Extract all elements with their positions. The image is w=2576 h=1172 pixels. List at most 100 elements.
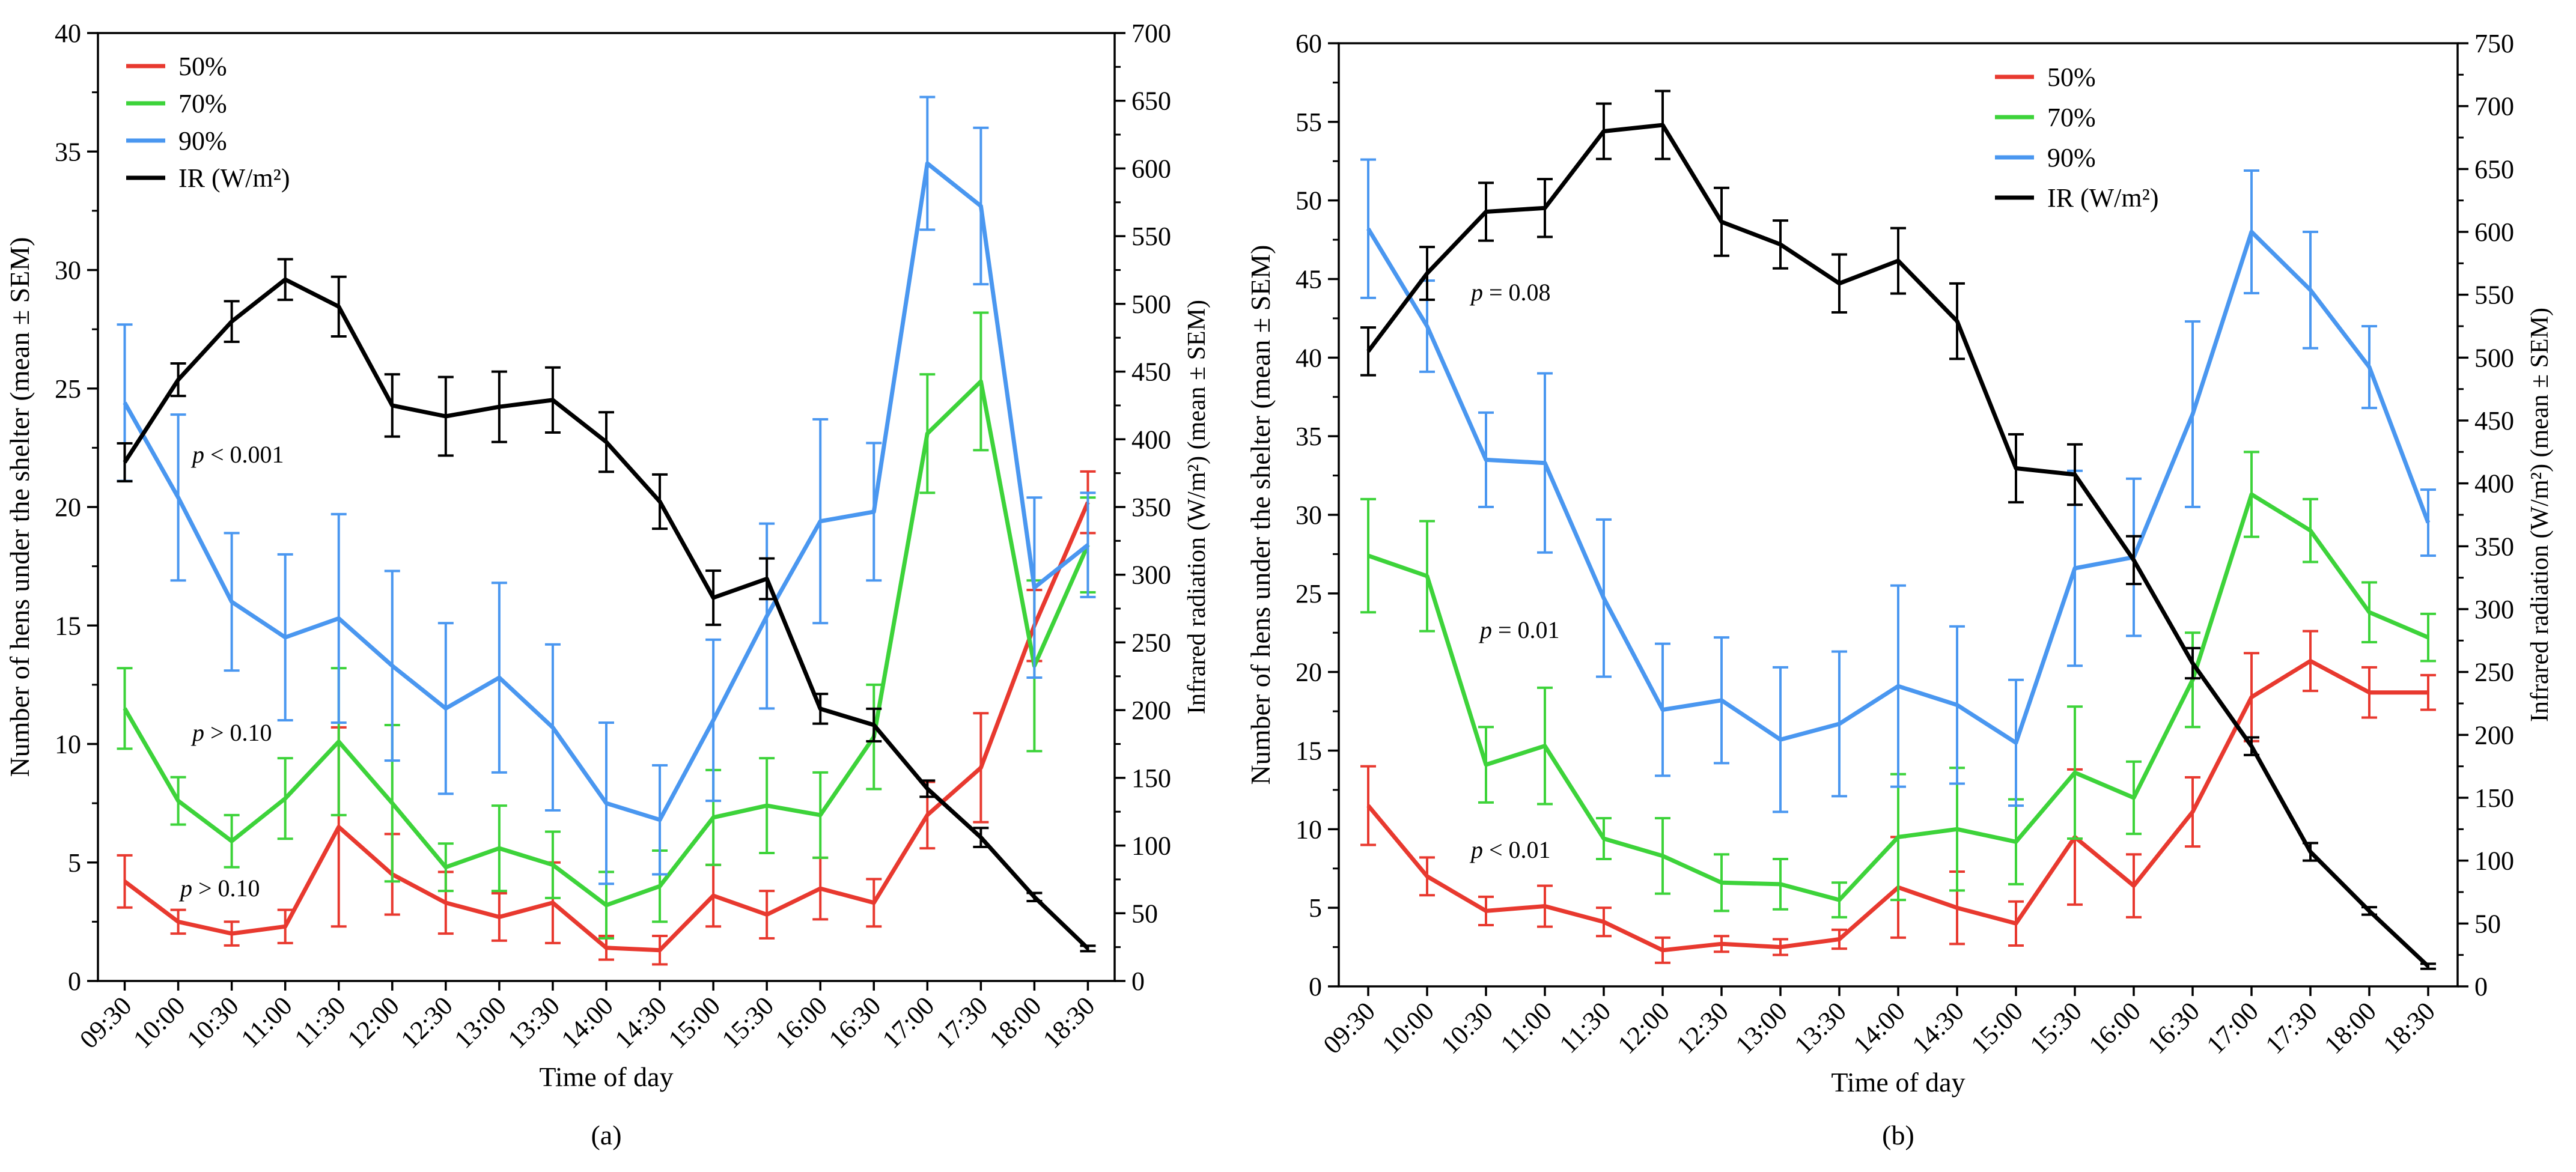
y-tick-label: 20 (1296, 658, 1322, 687)
data-point (1426, 575, 1428, 577)
data-point (498, 405, 501, 408)
data-point (1720, 881, 1723, 884)
data-point (766, 615, 768, 617)
data-point (124, 880, 126, 882)
data-point (1956, 906, 1958, 909)
data-point (2368, 691, 2370, 694)
data-point (926, 814, 928, 816)
data-point (2309, 289, 2312, 291)
y-tick-label: 25 (1296, 579, 1322, 609)
data-point (338, 305, 340, 308)
y-tick-label: 35 (55, 137, 81, 166)
y-tick-label: 5 (68, 848, 81, 878)
data-point (1544, 462, 1546, 464)
data-point (124, 461, 126, 464)
y-tick-label: 10 (55, 730, 81, 759)
data-point (926, 788, 928, 790)
y2-tick-label: 450 (2474, 406, 2514, 436)
data-point (124, 707, 126, 709)
data-point (1367, 554, 1369, 557)
data-point (766, 577, 768, 580)
x-axis-title: Time of day (1831, 1067, 1965, 1098)
legend-label-2: 90% (2047, 143, 2096, 172)
y2-tick-label: 100 (2474, 846, 2514, 876)
data-point (1367, 228, 1369, 230)
y-axis-title: Number of hens under the shelter (mean ±… (1245, 245, 1276, 785)
data-point (391, 802, 394, 804)
data-point (552, 902, 554, 904)
p-value-annotation: p = 0.08 (1469, 279, 1551, 306)
data-point (391, 404, 394, 407)
y-tick-label: 50 (1296, 186, 1322, 216)
data-point (2427, 691, 2429, 694)
data-point (445, 415, 447, 417)
data-point (552, 864, 554, 866)
data-point (1897, 685, 1899, 687)
data-point (284, 925, 287, 928)
data-point (2250, 231, 2253, 233)
data-point (1485, 909, 1487, 912)
data-point (712, 719, 714, 721)
data-point (2133, 559, 2135, 561)
data-point (659, 949, 661, 952)
p-value-annotation: p < 0.01 (1469, 836, 1551, 863)
data-point (1838, 723, 1841, 725)
y-tick-label: 0 (1309, 972, 1322, 1001)
p-value-annotation: p = 0.01 (1478, 616, 1560, 643)
data-point (979, 767, 982, 769)
y2-tick-label: 200 (2474, 720, 2514, 750)
y2-tick-label: 150 (1131, 764, 1171, 793)
data-point (2368, 366, 2370, 368)
data-point (712, 816, 714, 819)
data-point (819, 520, 821, 523)
data-point (2250, 745, 2253, 747)
data-point (445, 902, 447, 904)
data-point (1033, 586, 1035, 589)
legend-label-1: 70% (178, 89, 227, 118)
data-point (1956, 828, 1958, 830)
data-point (177, 378, 180, 381)
data-point (1086, 544, 1089, 546)
data-point (2133, 797, 2135, 799)
y-tick-label: 15 (55, 611, 81, 640)
data-point (2427, 521, 2429, 524)
data-point (1426, 272, 1428, 275)
data-point (712, 894, 714, 897)
data-point (445, 707, 447, 709)
y2-tick-label: 400 (1131, 425, 1171, 454)
y2-tick-label: 500 (1131, 290, 1171, 319)
y-tick-label: 5 (1309, 893, 1322, 923)
data-point (1033, 896, 1035, 898)
series-2-group (117, 96, 1096, 885)
data-point (1426, 875, 1428, 878)
data-point (1838, 899, 1841, 901)
series-1-group (1360, 451, 2436, 918)
data-point (2015, 467, 2017, 470)
y-tick-label: 60 (1296, 29, 1322, 58)
data-point (1485, 458, 1487, 461)
y2-axis-title: Infrared radiation (W/m²) (mean ± SEM) (1183, 300, 1211, 714)
x-axis-title: Time of day (539, 1061, 673, 1092)
data-point (712, 597, 714, 599)
data-point (1838, 282, 1841, 285)
legend-label-0: 50% (178, 52, 227, 81)
data-point (605, 802, 607, 804)
series-3-group (1360, 90, 2436, 970)
y-tick-label: 0 (68, 967, 81, 996)
y2-tick-label: 350 (1131, 493, 1171, 522)
data-point (2074, 473, 2076, 476)
y-tick-label: 45 (1296, 265, 1322, 294)
y2-tick-label: 550 (2474, 281, 2514, 310)
data-point (605, 441, 607, 443)
y2-tick-label: 100 (1131, 831, 1171, 861)
y2-tick-label: 650 (1131, 87, 1171, 116)
data-point (2191, 413, 2194, 416)
data-point (1838, 938, 1841, 940)
data-point (2191, 811, 2194, 813)
legend: 50% 70% 90% IR (W/m²) (1995, 62, 2158, 213)
series-3-group (117, 258, 1096, 953)
data-point (391, 664, 394, 667)
data-point (1603, 597, 1605, 600)
p-value-annotation: p > 0.10 (178, 875, 260, 902)
